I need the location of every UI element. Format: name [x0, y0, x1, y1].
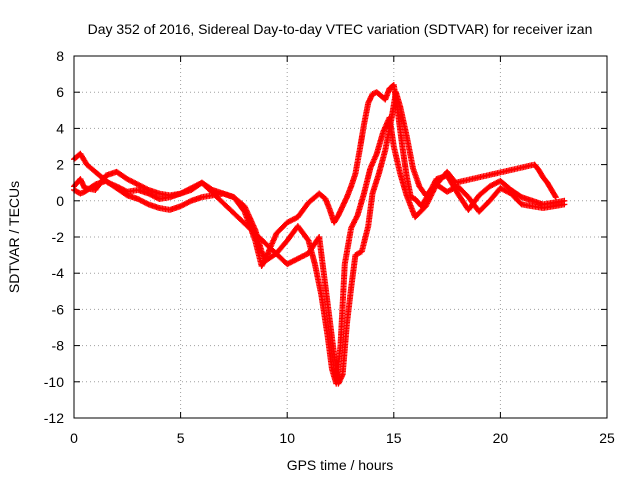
y-tick-label: 8 [56, 48, 64, 64]
grid-layer [74, 56, 607, 418]
y-axis-label: SDTVAR / TECUs [6, 181, 22, 293]
y-tick-label: 4 [56, 120, 64, 136]
y-tick-label: -6 [52, 301, 65, 317]
x-tick-label: 25 [599, 430, 615, 446]
x-tick-label: 0 [70, 430, 78, 446]
y-tick-label: 6 [56, 84, 64, 100]
x-tick-label: 15 [386, 430, 402, 446]
data-point [186, 198, 193, 205]
data-point [561, 201, 568, 208]
y-tick-label: -4 [52, 265, 65, 281]
x-tick-label: 20 [493, 430, 509, 446]
data-point [304, 236, 311, 243]
x-tick-label: 10 [279, 430, 295, 446]
data-point [552, 194, 559, 201]
tick-layer: 0 5 10 15 20 25 -12 -10 -8 -6 -4 -2 0 2 4 6 8 [44, 48, 615, 446]
y-tick-label: -2 [52, 229, 65, 245]
data-point [144, 200, 151, 207]
x-axis-label: GPS time / hours [287, 457, 394, 473]
y-tick-label: -10 [44, 374, 64, 390]
plot-frame [73, 55, 608, 419]
y-tick-label: 0 [56, 193, 64, 209]
y-tick-label: 2 [56, 157, 64, 173]
data-point [552, 192, 559, 199]
x-tick-label: 5 [177, 430, 185, 446]
data-layer [71, 81, 568, 387]
y-tick-label: -8 [52, 338, 65, 354]
series-track-3 [71, 89, 559, 387]
y-tick-label: -12 [44, 410, 64, 426]
chart-title: Day 352 of 2016, Sidereal Day-to-day VTE… [88, 21, 593, 37]
